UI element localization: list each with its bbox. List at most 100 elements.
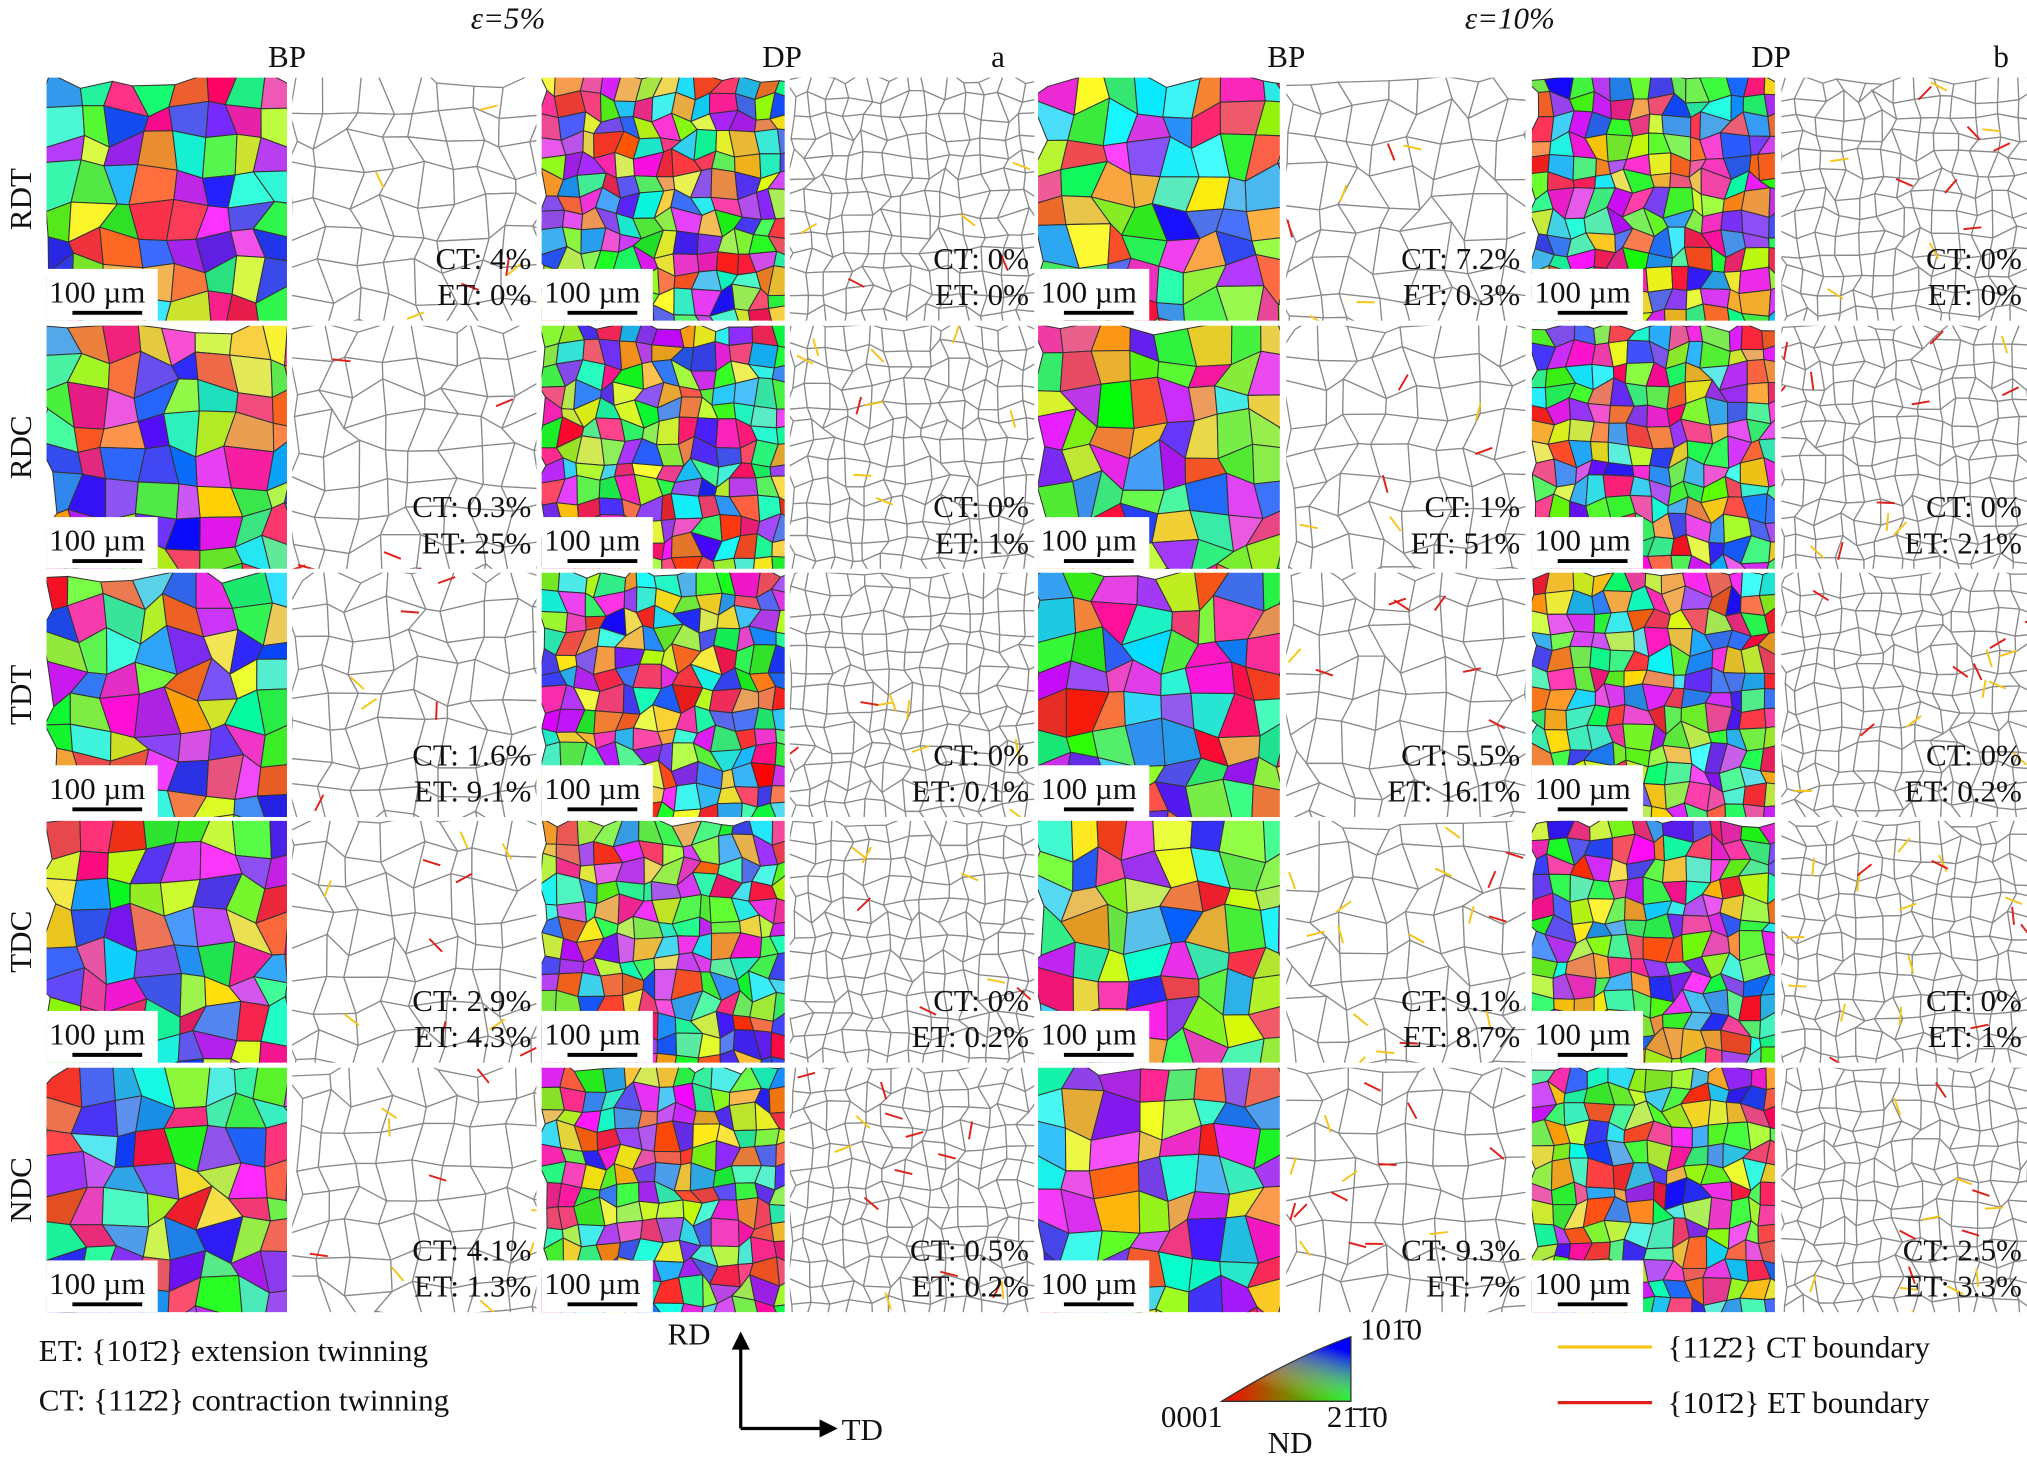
grain-boundary (1956, 562, 1973, 569)
grain-boundary (474, 809, 486, 818)
grain (1259, 1036, 1280, 1063)
grain (1544, 572, 1575, 594)
grain-boundary (789, 382, 809, 410)
twin-segment (1811, 857, 1816, 876)
grain (778, 496, 785, 517)
boundary-map (1286, 325, 1526, 569)
grain-boundary (957, 805, 983, 818)
grain (775, 609, 785, 635)
grain (264, 854, 287, 890)
grain (1764, 953, 1775, 977)
grain-boundary (343, 1256, 393, 1297)
grain (1767, 841, 1775, 867)
grain-boundary (2006, 1047, 2027, 1063)
grain-boundary (1913, 555, 1941, 569)
grain (1277, 298, 1280, 306)
grain-boundary (498, 77, 537, 120)
grain-boundary (1022, 948, 1035, 983)
grain (1687, 554, 1712, 569)
grain-boundary (504, 1123, 537, 1169)
grain-boundary (1972, 343, 1995, 366)
grain-boundary (2010, 590, 2027, 613)
grain (1764, 522, 1775, 543)
grain-boundary (2011, 212, 2027, 230)
grain (709, 308, 739, 321)
grain (1763, 77, 1775, 96)
grain-boundary (861, 518, 890, 544)
grain-boundary (294, 1058, 316, 1063)
grain (1745, 1046, 1762, 1063)
grain-boundary (940, 805, 965, 818)
twin-segment (1433, 595, 1447, 612)
grain (712, 1319, 740, 1342)
grain-boundary (937, 556, 967, 569)
grain (749, 1314, 777, 1346)
grain (1245, 533, 1280, 569)
grain-boundary (1019, 1028, 1035, 1055)
grain (771, 365, 785, 383)
grain (576, 1314, 606, 1333)
grain (768, 1184, 785, 1206)
grain (1219, 77, 1266, 103)
twin-segment (1899, 902, 1917, 911)
grain (773, 345, 785, 369)
grain (774, 1162, 785, 1191)
grain-boundary (384, 449, 409, 484)
grain-boundary (1832, 379, 1855, 406)
twin-segment (1930, 81, 1948, 92)
grain-boundary (2011, 398, 2027, 418)
grain-boundary (1834, 556, 1865, 569)
grain (1704, 1046, 1723, 1063)
grain (771, 378, 785, 410)
twin-segment (1468, 905, 1475, 924)
grain (1254, 853, 1280, 892)
grain-boundary (2012, 453, 2027, 483)
grain (1568, 418, 1595, 443)
orientation-map (46, 820, 287, 1063)
grain-boundary (922, 1049, 944, 1063)
grain (733, 557, 756, 569)
grain-boundary (1002, 552, 1027, 569)
grain-boundary (409, 566, 418, 569)
twin-segment (531, 1209, 537, 1212)
grain-boundary (1492, 566, 1514, 569)
grain (541, 955, 561, 976)
grain-boundary (1909, 189, 1935, 212)
twin-segment (437, 576, 456, 585)
grain-boundary (1781, 553, 1797, 569)
twin-segment (292, 564, 306, 569)
twin-segment (1309, 314, 1321, 321)
grain (1710, 553, 1729, 569)
grain-boundary (483, 572, 520, 602)
twin-segment (422, 858, 441, 867)
grain (223, 445, 275, 492)
twin-segment (479, 1299, 495, 1313)
grain (1760, 1046, 1775, 1063)
grain (1739, 561, 1770, 569)
grain (1038, 687, 1067, 739)
grain-boundary (534, 779, 537, 787)
orientation-map (1038, 820, 1280, 1063)
grain-boundary (1781, 1045, 1807, 1063)
grain-boundary (1017, 643, 1035, 671)
twin-segment (1488, 718, 1506, 730)
grain-boundary (1503, 231, 1526, 274)
grain-boundary (979, 119, 1010, 142)
grain (1742, 803, 1765, 818)
grain-boundary (906, 131, 929, 161)
grain (1247, 1006, 1280, 1040)
grain (177, 1058, 204, 1063)
grain (769, 464, 785, 477)
grain (1685, 855, 1712, 884)
twin-segment (1358, 1056, 1367, 1063)
grain-boundary (1290, 572, 1325, 608)
grain (541, 973, 560, 992)
grain-boundary (533, 449, 537, 471)
grain (1738, 289, 1772, 317)
grain-boundary (1855, 915, 1884, 940)
grain (213, 813, 235, 818)
grain-boundary (1505, 820, 1526, 856)
twin-segment (1830, 157, 1849, 163)
grain-boundary (477, 1309, 512, 1313)
grain (1278, 603, 1280, 606)
